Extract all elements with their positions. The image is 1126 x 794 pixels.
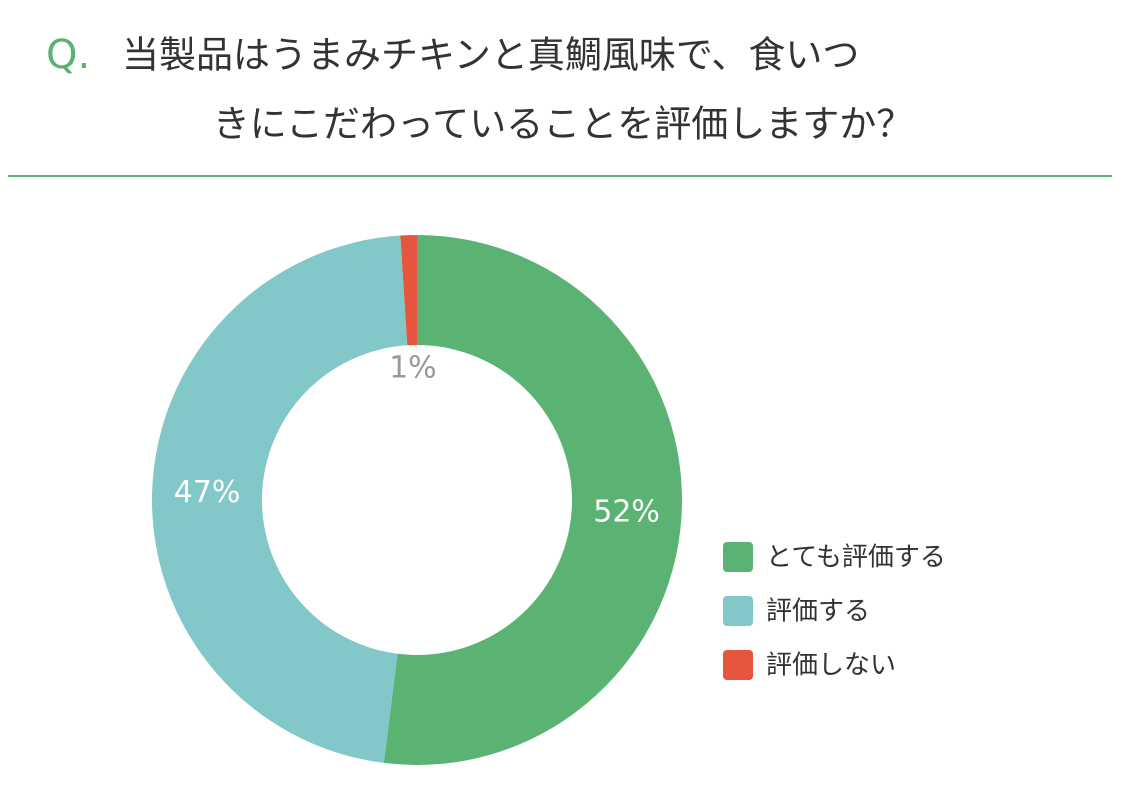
legend-swatch — [723, 596, 753, 626]
chart-title-line: 当製品はうまみチキンと真鯛風味で、食いつ — [122, 34, 859, 77]
value-label: 52% — [593, 495, 660, 530]
donut-segment — [383, 235, 682, 765]
legend-label: とても評価する — [766, 543, 946, 573]
donut-segment — [400, 235, 417, 346]
legend-label: 評価する — [766, 597, 870, 627]
chart-title-line: きにこだわっていることを評価しますか？ — [213, 103, 913, 146]
legend-label: 評価しない — [766, 651, 896, 681]
donut-segment — [152, 235, 408, 763]
legend-swatch — [723, 542, 753, 572]
question-prefix: Q. — [46, 32, 90, 78]
legend-swatch — [723, 650, 753, 680]
value-label: 47% — [174, 475, 241, 510]
value-label: 1% — [389, 351, 437, 386]
